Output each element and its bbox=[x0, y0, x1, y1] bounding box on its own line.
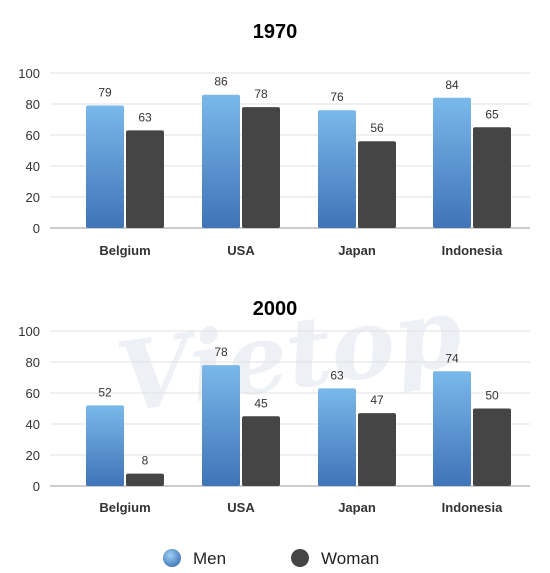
bar-men bbox=[86, 405, 124, 486]
y-tick-label: 40 bbox=[26, 159, 40, 174]
bar-men bbox=[86, 105, 124, 228]
legend-label-men: Men bbox=[193, 549, 226, 568]
data-label-woman: 65 bbox=[485, 107, 499, 121]
legend-item-woman: Woman bbox=[291, 549, 379, 568]
y-tick-label: 0 bbox=[33, 479, 40, 494]
bar-men bbox=[433, 371, 471, 486]
y-tick-label: 40 bbox=[26, 417, 40, 432]
bar-men bbox=[318, 388, 356, 486]
y-tick-label: 0 bbox=[33, 221, 40, 236]
bar-men bbox=[202, 365, 240, 486]
bar-men bbox=[433, 97, 471, 228]
bar-woman bbox=[242, 107, 280, 228]
y-tick-label: 80 bbox=[26, 355, 40, 370]
y-tick-label: 100 bbox=[18, 66, 40, 81]
y-tick-label: 60 bbox=[26, 386, 40, 401]
chart-title: 2000 bbox=[253, 298, 298, 320]
data-label-men: 76 bbox=[330, 90, 344, 104]
legend: Men Woman bbox=[163, 549, 379, 568]
data-label-woman: 78 bbox=[254, 87, 268, 101]
x-tick-label: Indonesia bbox=[442, 500, 503, 515]
bar-woman bbox=[358, 141, 396, 228]
data-label-woman: 45 bbox=[254, 396, 268, 410]
data-label-men: 86 bbox=[214, 75, 228, 89]
y-tick-label: 20 bbox=[26, 448, 40, 463]
legend-item-men: Men bbox=[163, 549, 226, 568]
x-tick-label: USA bbox=[227, 243, 255, 258]
legend-swatch-men bbox=[163, 549, 181, 567]
bar-woman bbox=[126, 130, 164, 228]
bar-men bbox=[202, 94, 240, 228]
bar-woman bbox=[242, 416, 280, 486]
x-tick-label: Indonesia bbox=[442, 243, 503, 258]
x-tick-label: Belgium bbox=[99, 243, 150, 258]
data-label-men: 52 bbox=[98, 385, 112, 399]
x-tick-label: Belgium bbox=[99, 500, 150, 515]
y-tick-label: 100 bbox=[18, 324, 40, 339]
data-label-men: 79 bbox=[98, 86, 112, 100]
y-tick-label: 80 bbox=[26, 97, 40, 112]
x-tick-label: Japan bbox=[338, 243, 376, 258]
data-label-woman: 47 bbox=[370, 393, 384, 407]
bar-woman bbox=[473, 127, 511, 228]
chart-1970: 1970 0 20 40 60 80 100 Belgium USA Japan Indonesi… bbox=[18, 21, 530, 258]
data-label-men: 74 bbox=[445, 351, 459, 365]
data-label-men: 84 bbox=[445, 78, 459, 92]
x-tick-label: USA bbox=[227, 500, 255, 515]
bar-men bbox=[318, 110, 356, 228]
legend-label-woman: Woman bbox=[321, 549, 379, 568]
bar-woman bbox=[358, 413, 396, 486]
legend-swatch-woman bbox=[291, 549, 309, 567]
data-label-woman: 50 bbox=[485, 389, 499, 403]
y-tick-label: 20 bbox=[26, 190, 40, 205]
data-label-men: 78 bbox=[214, 345, 228, 359]
data-label-woman: 56 bbox=[370, 121, 384, 135]
bar-woman bbox=[126, 473, 164, 486]
data-label-woman: 8 bbox=[142, 454, 149, 468]
x-tick-label: Japan bbox=[338, 500, 376, 515]
chart-title: 1970 bbox=[253, 21, 298, 43]
chart-2000: 2000 0 20 40 60 80 100 Belgium USA Japan Indonesi… bbox=[18, 298, 530, 515]
bar-woman bbox=[473, 408, 511, 486]
y-tick-label: 60 bbox=[26, 128, 40, 143]
data-label-men: 63 bbox=[330, 368, 344, 382]
data-label-woman: 63 bbox=[138, 110, 152, 124]
